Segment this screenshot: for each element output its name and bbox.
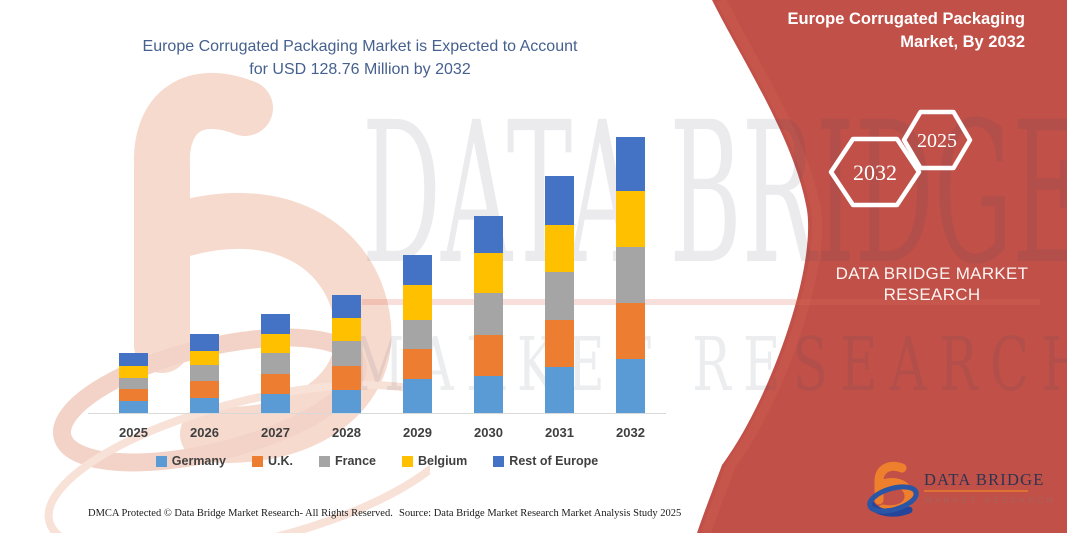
bar-segment [119,401,148,413]
bar-2026 [190,334,219,413]
bar-segment [190,398,219,413]
bar-slot-2032 [595,130,666,413]
bar-segment [261,334,290,353]
bar-segment [119,378,148,389]
legend-swatch-icon [318,455,330,467]
x-axis-label: 2031 [545,425,574,440]
bar-segment [403,379,432,413]
legend-label: U.K. [267,454,293,468]
chart-title: Europe Corrugated Packaging Market is Ex… [40,35,680,81]
bar-segment [403,320,432,349]
legend-label: Germany [171,454,226,468]
bar-segment [545,320,574,367]
plot-area [98,130,666,413]
bar-segment [474,335,503,376]
legend-label: Belgium [417,454,468,468]
x-axis-label: 2028 [332,425,361,440]
bar-slot-2030 [453,130,524,413]
bar-segment [545,225,574,272]
bar-segment [261,314,290,334]
legend-swatch-icon [493,455,505,467]
bar-segment [403,255,432,285]
bar-2025 [119,353,148,413]
x-axis-labels: 2025 2026 2027 2028 2029 2030 2031 2032 [98,425,666,440]
legend-item: Germany [155,454,226,468]
legend-item: France [318,454,376,468]
bar-segment [474,376,503,413]
bar-segment [474,293,503,335]
bar-segment [474,253,503,293]
x-axis-label: 2030 [474,425,503,440]
bar-segment [403,285,432,320]
bar-segment [190,381,219,398]
bar-2031 [545,176,574,413]
bar-segment [332,390,361,413]
x-axis-label: 2027 [261,425,290,440]
bar-segment [332,295,361,318]
bar-segment [545,367,574,413]
bar-2029 [403,255,432,413]
legend-label: France [334,454,376,468]
x-axis-line [88,413,666,414]
legend: Germany U.K. France Belgium Rest of Europe [88,454,666,468]
bar-segment [119,366,148,378]
stacked-bar-chart: Europe Corrugated Packaging Market is Ex… [40,35,680,468]
x-axis-label: 2025 [119,425,148,440]
bar-2030 [474,216,503,413]
bar-segment [474,216,503,253]
bar-segment [616,137,645,191]
bar-2027 [261,314,290,413]
bar-segment [190,365,219,381]
chart-title-line1: Europe Corrugated Packaging Market is Ex… [142,38,578,55]
bar-segment [403,349,432,379]
bar-slot-2026 [169,130,240,413]
x-axis-label: 2032 [616,425,645,440]
bar-slot-2027 [240,130,311,413]
bar-segment [261,394,290,413]
bar-segment [119,389,148,401]
bar-slot-2031 [524,130,595,413]
bar-segment [616,247,645,303]
bar-segment [616,303,645,359]
bar-segment [332,341,361,366]
bar-2032 [616,137,645,413]
legend-label: Rest of Europe [509,454,599,468]
bar-slot-2028 [311,130,382,413]
bar-segment [119,353,148,366]
chart-title-line2: for USD 128.76 Million by 2032 [249,61,471,78]
bar-segment [616,191,645,247]
bar-slot-2029 [382,130,453,413]
bar-segment [190,334,219,351]
legend-swatch-icon [155,455,167,467]
bar-segment [332,366,361,390]
footer-source: Source: Data Bridge Market Research Mark… [399,508,682,519]
legend-item: Belgium [401,454,468,468]
bar-segment [190,351,219,365]
bar-slot-2025 [98,130,169,413]
legend-swatch-icon [251,455,263,467]
bar-2028 [332,295,361,413]
bar-segment [261,374,290,394]
legend-item: Rest of Europe [493,454,598,468]
bar-segment [332,318,361,341]
x-axis-label: 2029 [403,425,432,440]
bar-segment [545,272,574,320]
bar-segment [616,359,645,413]
banner-shape [697,0,1067,533]
footer-dmca: DMCA Protected © Data Bridge Market Rese… [88,508,393,519]
legend-swatch-icon [401,455,413,467]
x-axis-label: 2026 [190,425,219,440]
bar-segment [261,353,290,374]
bar-segment [545,176,574,225]
legend-item: U.K. [251,454,293,468]
